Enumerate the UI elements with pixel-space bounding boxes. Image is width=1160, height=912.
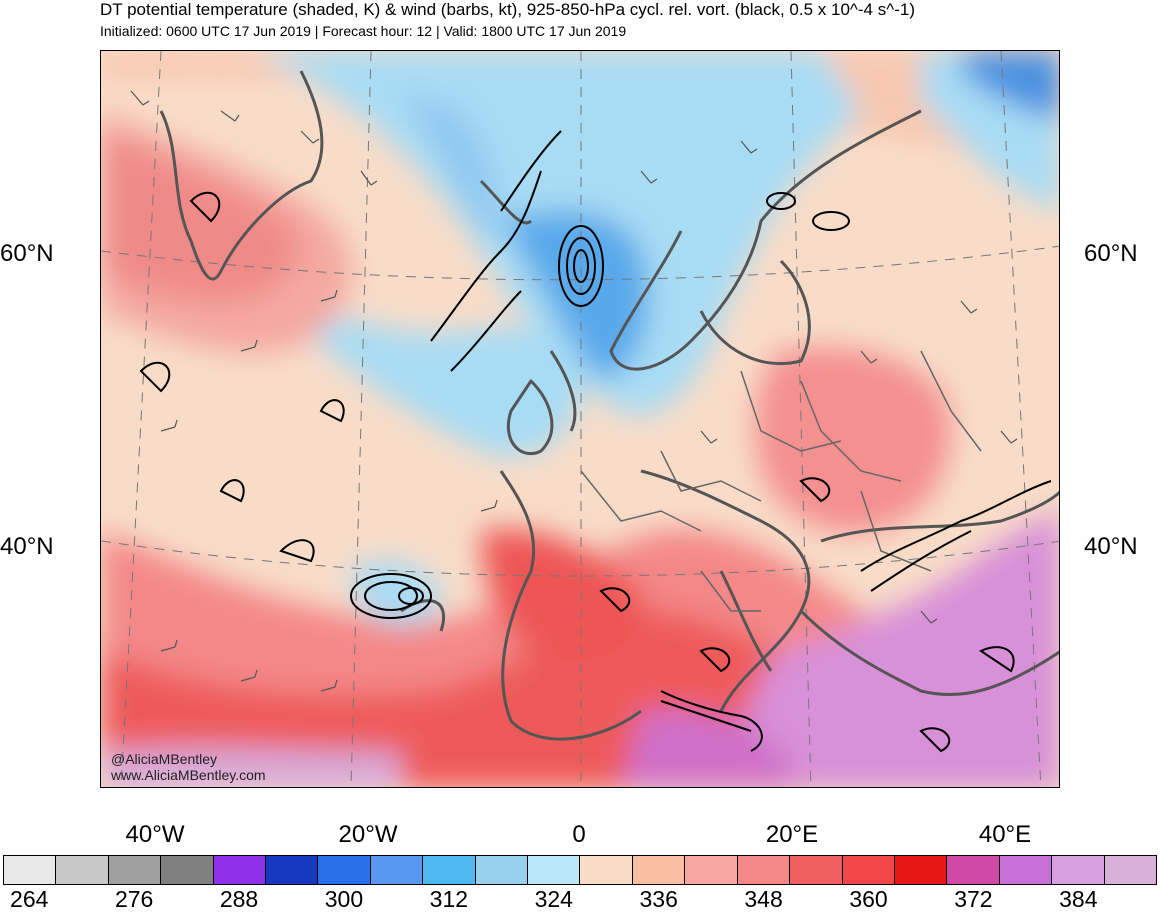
chart-title: DT potential temperature (shaded, K) & w… [100,0,915,19]
colorbar-swatch [685,856,738,884]
colorbar-swatch [108,856,162,884]
colorbar-swatch [737,856,791,884]
colorbar-label: 264 [10,886,49,912]
colorbar-swatch [213,856,267,884]
lon-label-40e: 40°E [978,821,1032,848]
colorbar-label: 360 [849,886,888,912]
lat-label-60n-left: 60°N [0,240,54,267]
colorbar-swatch [790,856,843,884]
colorbar-swatch [842,856,895,884]
colorbar-label: 288 [219,886,259,912]
colorbar-swatch [161,856,214,884]
map-svg [101,51,1059,787]
colorbar-swatch [1104,856,1156,884]
lat-label-40n-left: 40°N [0,533,54,560]
colorbar-swatch [318,856,371,884]
lat-label-60n-right: 60°N [1084,240,1138,267]
colorbar-swatch [370,856,424,884]
lat-label-40n-right: 40°N [1084,533,1138,560]
credit-website: www.AliciaMBentley.com [111,767,266,783]
colorbar-swatch [4,856,57,884]
vorticity-contours [139,130,1052,753]
lon-label-20e: 20°E [765,821,819,848]
coastlines [159,70,1059,741]
colorbar-swatch [632,856,686,884]
chart-subtitle: Initialized: 0600 UTC 17 Jun 2019 | Fore… [100,23,627,39]
country-borders [580,350,982,612]
colorbar [3,855,1157,885]
colorbar-swatch [580,856,633,884]
colorbar-swatch [528,856,581,884]
colorbar-swatch [56,856,109,884]
colorbar-label: 312 [429,886,469,912]
colorbar-label: 300 [324,886,364,912]
colorbar-label: 324 [534,886,573,912]
colorbar-swatch [1052,856,1105,884]
colorbar-label: 384 [1059,886,1098,912]
colorbar-swatch [423,856,476,884]
colorbar-label: 336 [639,886,678,912]
wind-barbs [130,90,1018,692]
lon-label-0: 0 [572,821,586,848]
map-panel[interactable]: @AliciaMBentley www.AliciaMBentley.com [100,50,1060,788]
colorbar-label: 372 [954,886,993,912]
credit-handle: @AliciaMBentley [111,751,218,767]
colorbar-label: 348 [744,886,783,912]
colorbar-swatch [999,856,1053,884]
colorbar-swatch [475,856,529,884]
colorbar-swatch [947,856,1000,884]
colorbar-swatch [894,856,948,884]
lon-label-40w: 40°W [125,821,185,848]
colorbar-label: 276 [114,886,154,912]
colorbar-swatch [266,856,319,884]
lon-label-20w: 20°W [338,821,398,848]
